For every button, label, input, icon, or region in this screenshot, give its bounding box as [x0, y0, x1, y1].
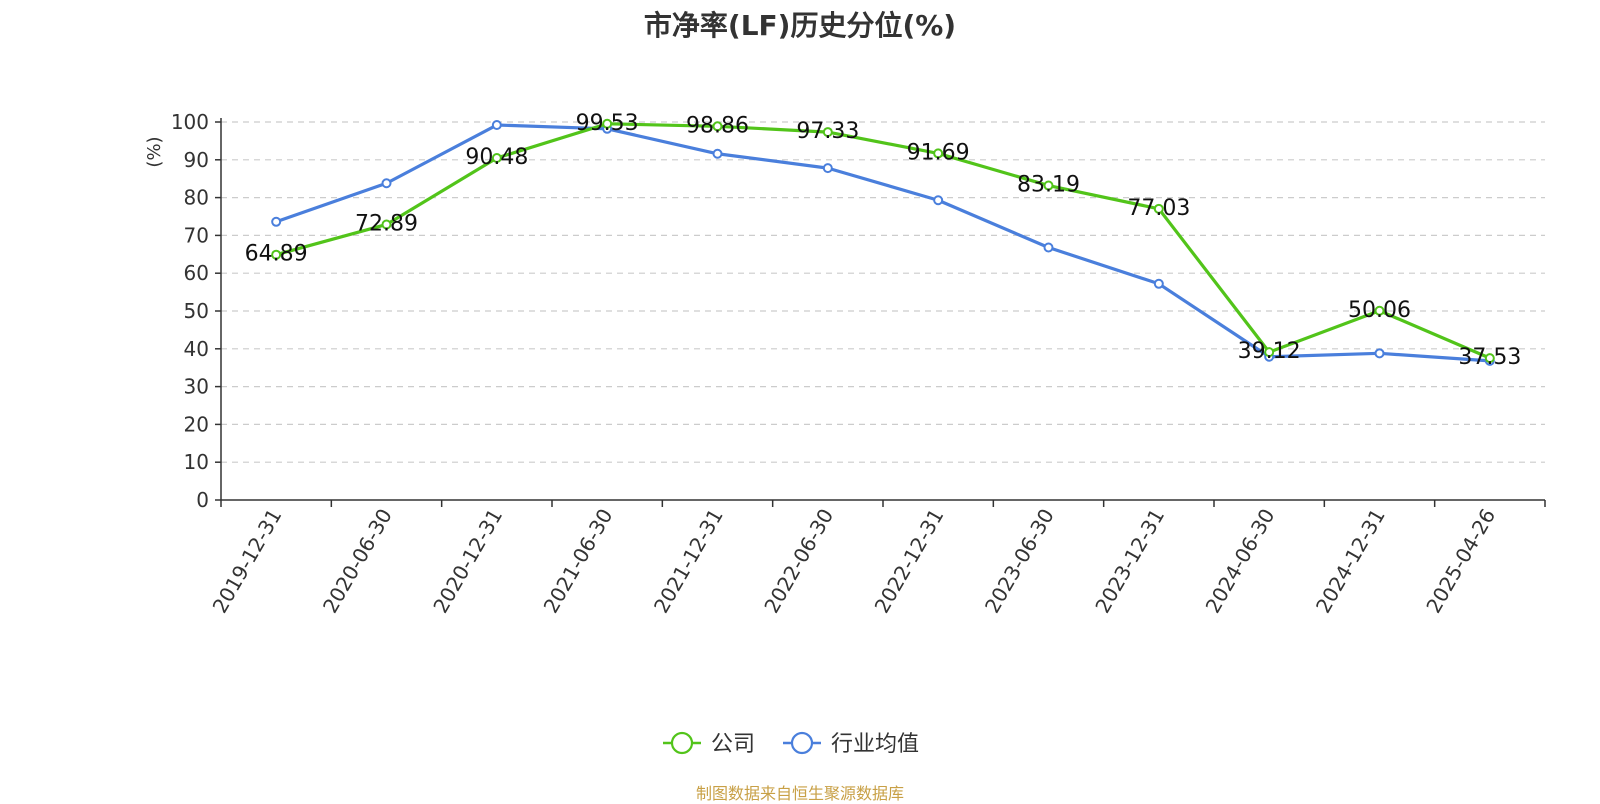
series-point — [1043, 242, 1054, 253]
series-point — [381, 178, 392, 189]
series-point — [712, 121, 723, 132]
x-tick-label: 2023-12-31 — [1090, 505, 1169, 618]
series-point — [381, 219, 392, 230]
legend-marker-icon — [670, 731, 694, 755]
series-layer — [271, 118, 1495, 366]
y-tick-label: 10 — [184, 450, 209, 474]
x-tick-label: 2024-12-31 — [1311, 505, 1390, 618]
data-label: 39.12 — [1238, 339, 1301, 364]
data-label: 99.53 — [576, 111, 639, 136]
series-point — [712, 148, 723, 159]
x-tick-label: 2023-06-30 — [980, 505, 1059, 618]
data-label: 37.53 — [1458, 345, 1521, 370]
data-label: 77.03 — [1127, 196, 1190, 221]
x-tick-label: 2020-12-31 — [428, 505, 507, 618]
data-label: 97.33 — [796, 119, 859, 144]
legend-marker-icon — [790, 731, 814, 755]
series-point — [933, 148, 944, 159]
y-tick-label: 0 — [196, 488, 209, 512]
legend[interactable]: 公司 行业均值 — [663, 731, 919, 757]
series-point — [1153, 203, 1164, 214]
data-label: 83.19 — [1017, 173, 1080, 198]
data-label: 50.06 — [1348, 298, 1411, 323]
series-point — [1484, 353, 1495, 364]
legend-item[interactable]: 公司 — [663, 731, 755, 757]
x-tick-label: 2024-06-30 — [1201, 505, 1280, 618]
y-tick-label: 30 — [184, 375, 209, 399]
x-tick-label: 2025-04-26 — [1421, 505, 1500, 618]
series-point — [822, 163, 833, 174]
y-tick-label: 100 — [171, 110, 209, 134]
series-point — [271, 216, 282, 227]
legend-label: 行业均值 — [831, 732, 919, 757]
source-note: 制图数据来自恒生聚源数据库 — [695, 784, 904, 803]
y-tick-label: 40 — [184, 337, 209, 361]
x-tick-label: 2022-06-30 — [759, 505, 838, 618]
legend-item[interactable]: 行业均值 — [783, 731, 919, 757]
series-point — [1153, 278, 1164, 289]
grid-lines — [221, 121, 1545, 463]
data-label: 72.89 — [355, 211, 418, 236]
series-point — [1374, 305, 1385, 316]
x-tick-label: 2019-12-31 — [208, 505, 287, 618]
data-label: 91.69 — [907, 140, 970, 165]
data-labels: 64.89 72.89 90.48 99.53 98.86 97.33 91.69 83.19… — [245, 111, 1522, 370]
x-tick-label: 2020-06-30 — [318, 505, 397, 618]
series-point — [271, 249, 282, 260]
y-tick-label: 20 — [184, 412, 209, 436]
series-point — [602, 118, 613, 129]
x-tick-label: 2022-12-31 — [870, 505, 949, 618]
y-tick-label: 50 — [184, 299, 209, 323]
series-point — [1043, 180, 1054, 191]
legend-label: 公司 — [711, 732, 755, 757]
data-label: 64.89 — [245, 242, 308, 267]
y-tick-label: 70 — [184, 223, 209, 247]
series-line — [275, 122, 1491, 360]
y-tick-label: 80 — [184, 186, 209, 210]
series-point — [491, 120, 502, 131]
y-axis-label: (%) — [144, 136, 165, 167]
data-label: 98.86 — [686, 113, 749, 138]
x-tick-label: 2021-06-30 — [539, 505, 618, 618]
series-point — [491, 152, 502, 163]
series-point — [1264, 347, 1275, 358]
data-label: 90.48 — [465, 145, 528, 170]
series-point — [1374, 348, 1385, 359]
series-line — [275, 123, 1490, 363]
series-point — [933, 195, 944, 206]
x-tick-label: 2021-12-31 — [649, 505, 728, 618]
y-tick-label: 90 — [184, 148, 209, 172]
y-tick-label: 60 — [184, 261, 209, 285]
series-point — [822, 127, 833, 138]
chart-title: 市净率(LF)历史分位(%) — [643, 9, 957, 42]
